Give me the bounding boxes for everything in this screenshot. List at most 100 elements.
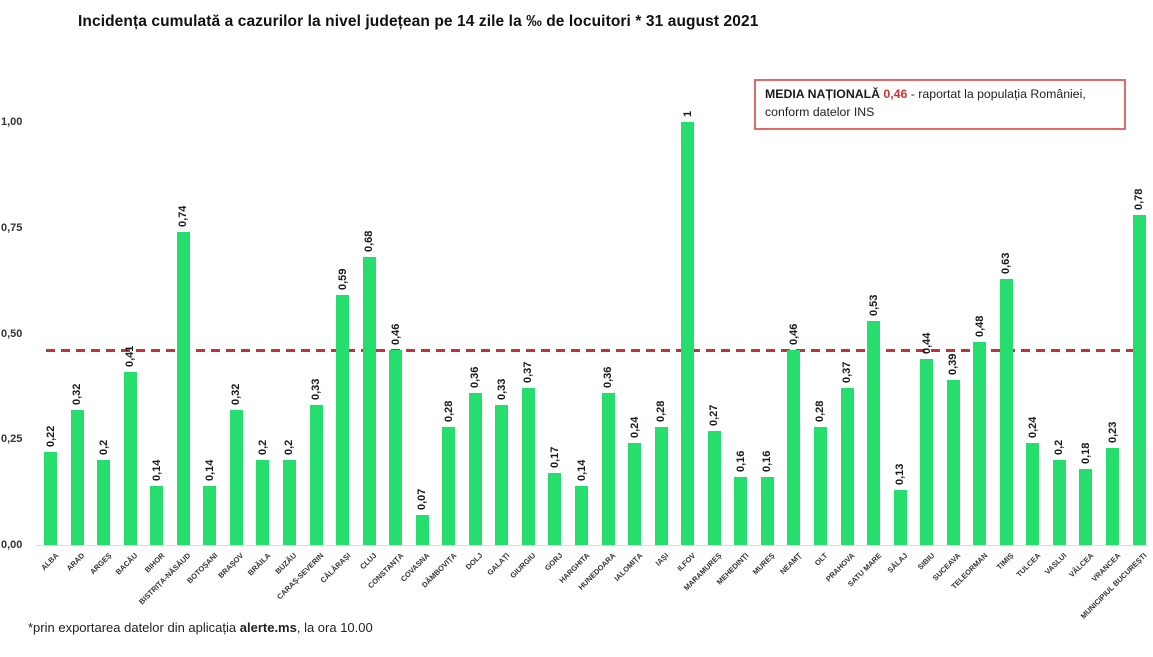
x-axis-label-mureș: MUREȘ — [751, 551, 777, 577]
bar-alba — [44, 451, 57, 545]
x-axis-label-cluj: CLUJ — [358, 551, 379, 572]
bar-maramureș — [707, 430, 721, 545]
bar-vâlcea — [1079, 468, 1093, 545]
x-axis-label-ilfov: ILFOV — [675, 551, 698, 573]
bar-tulcea — [1026, 443, 1040, 545]
y-axis-tick-label: 0,25 — [1, 433, 23, 446]
footnote-suffix: , la ora 10.00 — [296, 620, 373, 635]
bar-value-label: 0,14 — [203, 459, 216, 481]
bar-value-label: 0,78 — [1133, 188, 1146, 211]
legend-label: MEDIA NAȚIONALĂ — [765, 87, 880, 101]
x-axis-label-giurgiu: GIURGIU — [508, 551, 538, 581]
x-axis-label-dolj: DOLJ — [464, 551, 485, 572]
bar-sibiu — [920, 358, 934, 545]
x-axis-label-iași: IAȘI — [653, 551, 671, 568]
bar-value-label: 0,32 — [71, 383, 84, 405]
bar-value-label: 0,59 — [336, 269, 349, 291]
bar-value-label: 0,41 — [124, 345, 137, 367]
legend-value: 0,46 — [883, 87, 908, 101]
bar-value-label: 0,13 — [894, 463, 907, 485]
bar-value-label: 0,2 — [1053, 440, 1066, 456]
bar-value-label: 0,53 — [867, 294, 880, 316]
bar-bistrița-năsăud — [176, 231, 190, 545]
footnote-app-name: alerte.ms — [239, 620, 297, 635]
bar-constanța — [389, 350, 403, 545]
bar-dolj — [468, 392, 482, 545]
x-axis-label-arad: ARAD — [64, 551, 87, 573]
bar-satu-mare — [867, 320, 881, 545]
bar-value-label: 0,18 — [1079, 442, 1092, 464]
bar-value-label: 1 — [681, 110, 694, 117]
bar-value-label: 0,14 — [575, 459, 588, 481]
bar-gorj — [548, 473, 562, 545]
bar-value-label: 0,16 — [734, 450, 747, 473]
bar-sălaj — [893, 490, 907, 545]
bar-value-label: 0,22 — [44, 425, 57, 447]
bar-value-label: 0,14 — [150, 459, 163, 481]
bar-brăila — [256, 460, 270, 545]
national-average-dashed-line — [46, 348, 1146, 352]
bar-cluj — [362, 257, 376, 545]
bar-hunedoara — [601, 392, 615, 545]
bar-dâmbovița — [442, 426, 456, 545]
footnote: *prin exportarea datelor din aplicația a… — [28, 620, 373, 635]
bar-value-label: 0,33 — [310, 378, 322, 401]
x-axis-label-bihor: BIHOR — [142, 551, 167, 575]
bar-value-label: 0,68 — [363, 230, 376, 253]
bar-mehedinți — [734, 477, 748, 545]
y-axis-tick-label: 0,75 — [1, 221, 23, 234]
bar-neamț — [787, 350, 801, 545]
bar-ialomița — [628, 443, 642, 545]
bar-value-label: 0,17 — [548, 446, 561, 469]
bar-value-label: 0,2 — [256, 440, 269, 456]
bar-value-label: 0,63 — [1000, 252, 1013, 274]
bar-value-label: 0,2 — [283, 440, 296, 456]
x-axis-label-sibiu: SIBIU — [915, 551, 937, 572]
bar-value-label: 0,07 — [416, 488, 429, 511]
bar-botoșani — [203, 485, 217, 545]
bar-prahova — [840, 388, 854, 545]
chart-title: Incidența cumulată a cazurilor la nivel … — [78, 13, 759, 30]
bar-caraș-severin — [309, 405, 323, 545]
bar-brașov — [229, 409, 243, 545]
x-axis-label-buzău: BUZĂU — [273, 551, 299, 576]
bar-suceava — [946, 380, 960, 545]
bar-value-label: 0,28 — [442, 400, 455, 422]
y-axis-tick-label: 1,00 — [1, 116, 23, 128]
bar-value-label: 0,2 — [97, 440, 110, 456]
bar-value-label: 0,44 — [920, 332, 933, 354]
bar-value-label: 0,28 — [655, 400, 668, 422]
x-axis-line — [36, 545, 1148, 546]
bar-argeș — [97, 460, 111, 545]
bar-value-label: 0,36 — [469, 366, 482, 388]
bar-ilfov — [681, 122, 695, 545]
bar-bacău — [123, 371, 137, 545]
bar-value-label: 0,33 — [495, 378, 508, 401]
bar-buzău — [282, 460, 296, 545]
bar-value-label: 0,48 — [973, 315, 986, 337]
bar-value-label: 0,36 — [602, 366, 615, 388]
bar-bihor — [150, 485, 164, 545]
y-axis-tick-label: 0,00 — [1, 539, 23, 551]
bar-value-label: 0,28 — [814, 400, 827, 422]
bar-municipiul-bucurești — [1132, 215, 1146, 545]
bar-olt — [813, 426, 827, 545]
y-axis-tick-label: 0,50 — [1, 327, 23, 340]
x-axis-label-timiș: TIMIȘ — [995, 551, 1016, 572]
bar-vrancea — [1106, 447, 1119, 545]
bar-arad — [70, 409, 84, 545]
bar-value-label: 0,46 — [389, 323, 402, 346]
x-axis-label-olt: OLT — [813, 551, 830, 568]
bar-value-label: 0,32 — [230, 383, 243, 405]
x-axis-label-argeș: ARGEȘ — [87, 551, 113, 577]
national-average-legend: MEDIA NAȚIONALĂ 0,46 - raportat la popul… — [754, 79, 1126, 130]
x-axis-label-neamț: NEAMȚ — [778, 551, 804, 577]
bar-covasna — [415, 515, 429, 545]
bar-iași — [654, 426, 668, 545]
x-axis-label-brașov: BRAȘOV — [216, 551, 246, 581]
bar-value-label: 0,24 — [628, 417, 641, 439]
bar-value-label: 0,37 — [841, 362, 853, 384]
bar-value-label: 0,39 — [947, 353, 960, 376]
x-axis-label-brăila: BRĂILA — [245, 551, 273, 578]
